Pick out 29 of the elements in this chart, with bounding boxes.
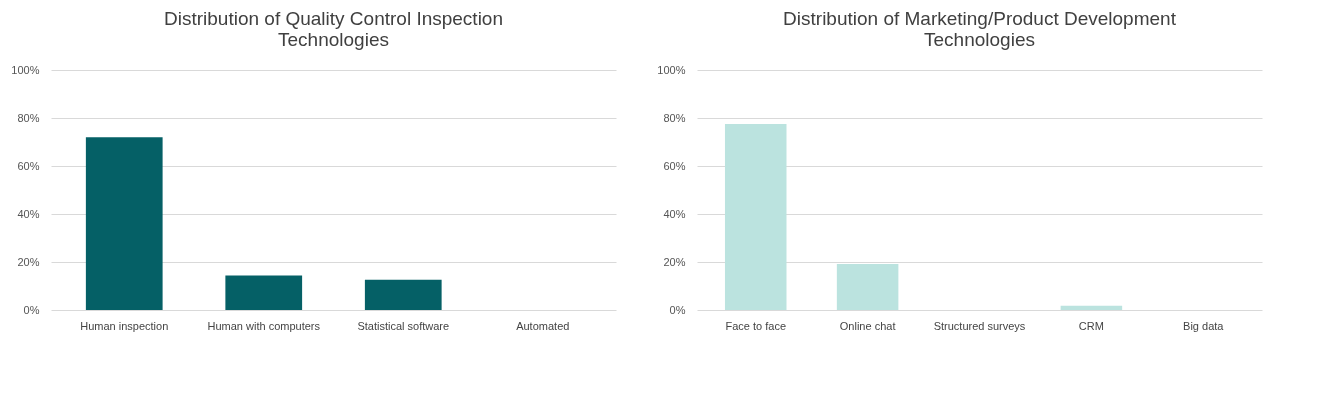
x-tick-label: Structured surveys (933, 319, 1026, 332)
x-tick-label: CRM (1078, 319, 1104, 332)
y-tick-label: 80% (663, 111, 686, 124)
x-tick-label: Online chat (839, 319, 896, 332)
x-tick-label: Human inspection (80, 319, 169, 332)
y-tick-label: 100% (11, 63, 40, 76)
x-tick-label: Automated (516, 319, 570, 332)
bar (85, 137, 163, 310)
y-tick-label: 80% (17, 111, 40, 124)
y-tick-label: 40% (17, 207, 40, 220)
x-tick-label: Statistical software (357, 319, 450, 332)
bar (1060, 305, 1123, 310)
bar (225, 275, 303, 310)
chart-title: Distribution of Marketing/Product Development Technologies (783, 8, 1177, 50)
bar (724, 124, 787, 310)
bar (836, 263, 899, 310)
x-tick-label: Human with computers (207, 319, 321, 332)
y-tick-label: 60% (17, 159, 40, 172)
y-tick-label: 20% (17, 255, 40, 268)
y-tick-label: 0% (23, 303, 40, 316)
y-tick-label: 100% (657, 63, 686, 76)
x-tick-label: Big data (1183, 319, 1225, 332)
y-tick-label: 20% (663, 255, 686, 268)
y-tick-label: 0% (669, 303, 686, 316)
y-tick-label: 60% (663, 159, 686, 172)
y-tick-label: 40% (663, 207, 686, 220)
bar (364, 279, 442, 310)
x-tick-label: Face to face (725, 319, 787, 332)
chart-title: Distribution of Quality Control Inspection Technologies (164, 8, 503, 50)
